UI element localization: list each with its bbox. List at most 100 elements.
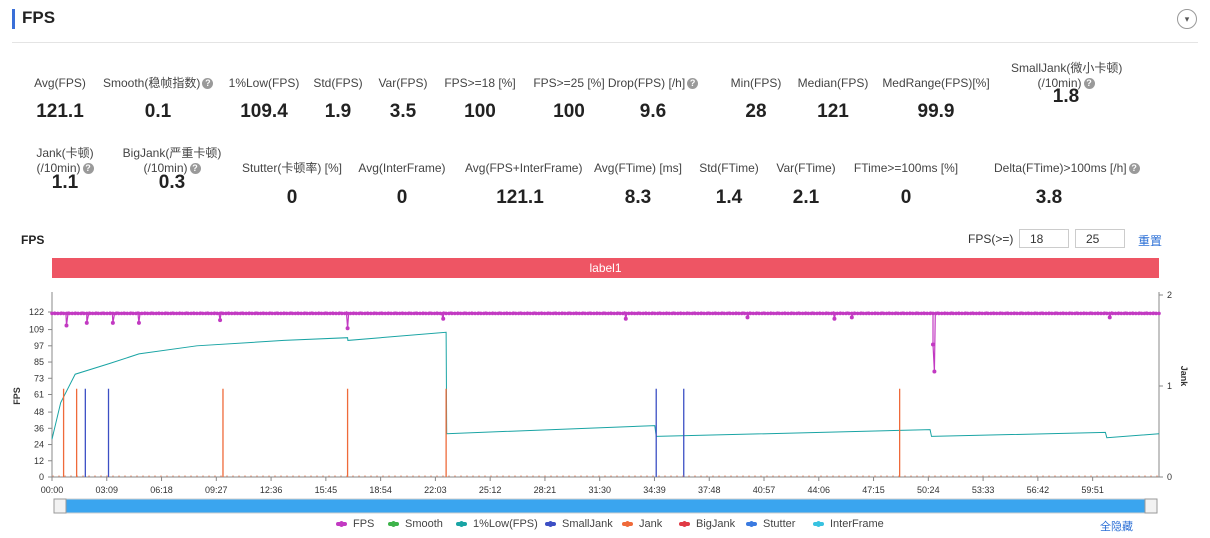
fps-point: [473, 311, 477, 316]
fps-point: [725, 311, 729, 316]
fps-point: [937, 311, 941, 316]
fps-point: [171, 311, 176, 316]
metric-var-fps: Var(FPS) 3.5: [348, 76, 458, 123]
fps-point: [818, 311, 822, 316]
metrics-panel: Avg(FPS) 121.1 Smooth(稳帧指数)? 0.1 1%Low(FPS) 1…: [0, 0, 1210, 220]
legend-jank[interactable]: Jank: [622, 518, 662, 530]
fps-point: [1084, 311, 1089, 316]
fps-point: [166, 311, 170, 316]
fps-point: [342, 311, 347, 316]
fps-point: [484, 311, 489, 316]
fps-point: [284, 311, 289, 316]
fps-point: [450, 311, 454, 316]
metric-smooth: Smooth(稳帧指数)? 0.1: [103, 76, 214, 123]
fps-point: [855, 311, 860, 316]
fps-point: [560, 311, 564, 316]
x-tick-label: 40:57: [753, 485, 776, 495]
fps-point: [595, 311, 599, 316]
help-icon[interactable]: ?: [202, 78, 214, 90]
fps-point: [1102, 311, 1106, 316]
fps-point: [910, 311, 915, 316]
fps-point: [455, 311, 460, 316]
fps-point: [198, 311, 202, 316]
fps-threshold-input-2[interactable]: [1075, 229, 1125, 248]
legend-bigjank[interactable]: BigJank: [679, 518, 735, 530]
y-tick-label: 24: [34, 440, 44, 450]
fps-point: [739, 311, 744, 316]
fps-point: [354, 311, 359, 316]
reset-button[interactable]: 重置: [1138, 234, 1163, 248]
legend-stutter[interactable]: Stutter: [746, 518, 795, 530]
fps-point: [1107, 311, 1112, 316]
fps-point: [1035, 311, 1040, 316]
fps-point: [296, 311, 301, 316]
fps-dip-point: [218, 318, 223, 323]
fps-point: [545, 311, 550, 316]
fps-point: [221, 311, 225, 316]
fps-threshold-input-1[interactable]: [1019, 229, 1069, 248]
fps-point: [551, 311, 556, 316]
legend-interframe[interactable]: InterFrame: [813, 518, 884, 530]
metric-label: Avg(FTime) [ms]: [593, 161, 682, 175]
metric-value: 0: [396, 187, 408, 208]
help-icon[interactable]: ?: [687, 78, 699, 90]
range-slider-track: [53, 498, 1158, 514]
metric-fps-25: FPS>=25 [%] 100: [514, 76, 624, 123]
fps-point: [658, 311, 663, 316]
fps-point: [438, 311, 443, 316]
fps-point: [542, 311, 547, 316]
fps-point: [600, 311, 605, 316]
legend-1-low-fps[interactable]: 1%Low(FPS): [456, 518, 538, 530]
legend-smooth[interactable]: Smooth: [388, 518, 443, 530]
fps-point: [702, 311, 706, 316]
fps-point: [873, 311, 877, 316]
fps-point: [893, 311, 898, 316]
legend-swatch: [679, 521, 690, 528]
fps-point: [1009, 311, 1013, 316]
fps-point: [499, 311, 504, 316]
x-tick-label: 09:27: [205, 485, 228, 495]
fps-point: [482, 311, 486, 316]
fps-point: [815, 311, 819, 316]
legend-label: Jank: [639, 518, 663, 530]
fps-point: [821, 311, 825, 316]
metric-value: 3.8: [1035, 187, 1063, 208]
help-icon[interactable]: ?: [82, 163, 94, 175]
fps-point: [377, 311, 382, 316]
metric-label: 1%Low(FPS): [228, 76, 300, 90]
fps-point: [951, 311, 955, 316]
fps-point: [299, 311, 304, 316]
range-slider-handle-right[interactable]: [1144, 498, 1158, 514]
metric-median-fps: Median(FPS) 121: [778, 76, 888, 123]
label-bar[interactable]: label1: [52, 258, 1159, 278]
fps-point: [629, 311, 634, 316]
x-tick-label: 50:24: [917, 485, 940, 495]
legend-smalljank[interactable]: SmallJank: [545, 518, 613, 530]
help-icon[interactable]: ?: [189, 163, 201, 175]
collapse-icon[interactable]: ▾: [1177, 9, 1197, 29]
fps-point: [661, 311, 666, 316]
hide-all-button[interactable]: 全隐藏: [1100, 521, 1133, 533]
range-slider-handle-left[interactable]: [53, 498, 67, 514]
fps-point: [734, 311, 738, 316]
fps-point: [641, 311, 645, 316]
fps-point: [87, 311, 92, 316]
metric-value: 0.3: [158, 172, 186, 193]
legend-fps[interactable]: FPS: [336, 518, 374, 530]
fps-point: [832, 311, 837, 316]
fps-point: [218, 311, 222, 316]
metric-avg-interframe: Avg(InterFrame) 0: [347, 161, 457, 209]
metric-value: 1.8: [1052, 86, 1080, 107]
fps-point: [574, 311, 579, 316]
x-tick-label: 03:09: [96, 485, 119, 495]
x-tick-label: 12:36: [260, 485, 283, 495]
fps-point: [502, 311, 506, 316]
fps-point: [974, 311, 979, 316]
help-icon[interactable]: ?: [1128, 163, 1140, 175]
y2-axis-title: Jank: [1179, 366, 1189, 388]
fps-point: [934, 311, 938, 316]
y-tick-label: 85: [34, 357, 44, 367]
fps-point: [1047, 311, 1051, 316]
help-icon[interactable]: ?: [1083, 78, 1095, 90]
